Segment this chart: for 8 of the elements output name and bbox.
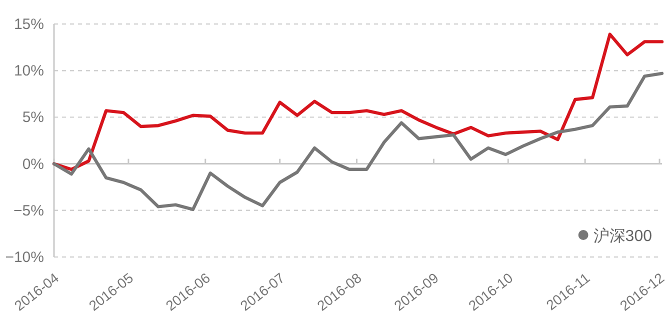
legend-label: 沪深300: [593, 227, 652, 245]
y-tick-label: −5%: [14, 202, 44, 220]
line-series: [52, 72, 664, 212]
y-tick-label: −10%: [5, 249, 44, 266]
y-tick-label: 5%: [22, 109, 44, 126]
y-tick-label: 10%: [14, 62, 44, 80]
y-tick-label: 0%: [22, 156, 44, 173]
y-tick-label: 15%: [14, 16, 44, 33]
